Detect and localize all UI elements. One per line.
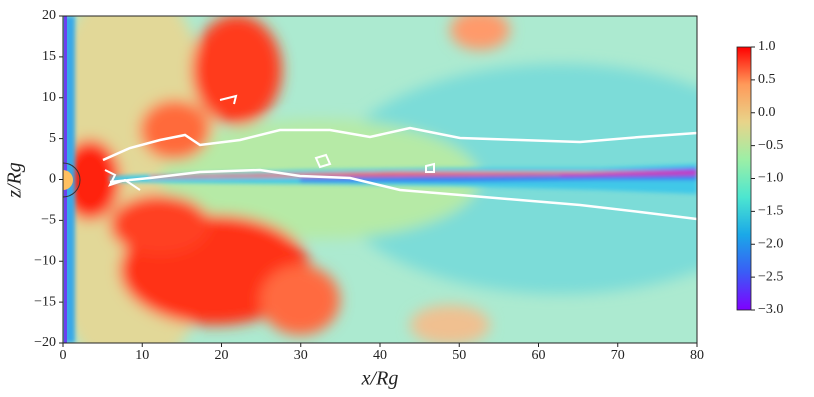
x-tick-label: 20 bbox=[215, 348, 229, 363]
y-tick-label: −20 bbox=[34, 335, 56, 350]
colorbar-tick-label: 0.0 bbox=[758, 105, 776, 120]
colorbar-tick-label: −1.5 bbox=[758, 204, 783, 219]
x-tick-label: 70 bbox=[611, 348, 625, 363]
y-tick-label: 20 bbox=[42, 8, 56, 23]
colorbar-tick-label: −3.0 bbox=[758, 302, 783, 317]
y-tick-label: 0 bbox=[49, 172, 56, 187]
y-axis-label: z/Rg bbox=[4, 162, 26, 199]
x-tick-label: 10 bbox=[135, 348, 149, 363]
y-tick-label: 15 bbox=[42, 49, 56, 64]
x-tick-label: 0 bbox=[60, 348, 67, 363]
x-tick-label: 80 bbox=[690, 348, 704, 363]
colorbar-tick-label: −2.0 bbox=[758, 236, 783, 251]
field-image bbox=[63, 16, 697, 343]
colorbar-tick-label: −1.0 bbox=[758, 171, 783, 186]
y-tick-label: −5 bbox=[41, 213, 56, 228]
y-tick-label: 10 bbox=[42, 90, 56, 105]
colorbar-tick-label: 0.5 bbox=[758, 72, 776, 87]
x-tick-label: 50 bbox=[452, 348, 466, 363]
x-tick-label: 30 bbox=[294, 348, 308, 363]
colorbar-tick-label: −2.5 bbox=[758, 269, 783, 284]
y-tick-label: 5 bbox=[49, 131, 56, 146]
x-tick-label: 40 bbox=[373, 348, 387, 363]
y-tick-label: −10 bbox=[34, 253, 56, 268]
colorbar bbox=[736, 46, 752, 311]
x-axis-label: x/Rg bbox=[361, 368, 399, 390]
colorbar-tick-label: 1.0 bbox=[758, 39, 776, 54]
x-tick-label: 60 bbox=[532, 348, 546, 363]
y-tick-label: −15 bbox=[34, 294, 56, 309]
colorbar-tick-label: −0.5 bbox=[758, 138, 783, 153]
